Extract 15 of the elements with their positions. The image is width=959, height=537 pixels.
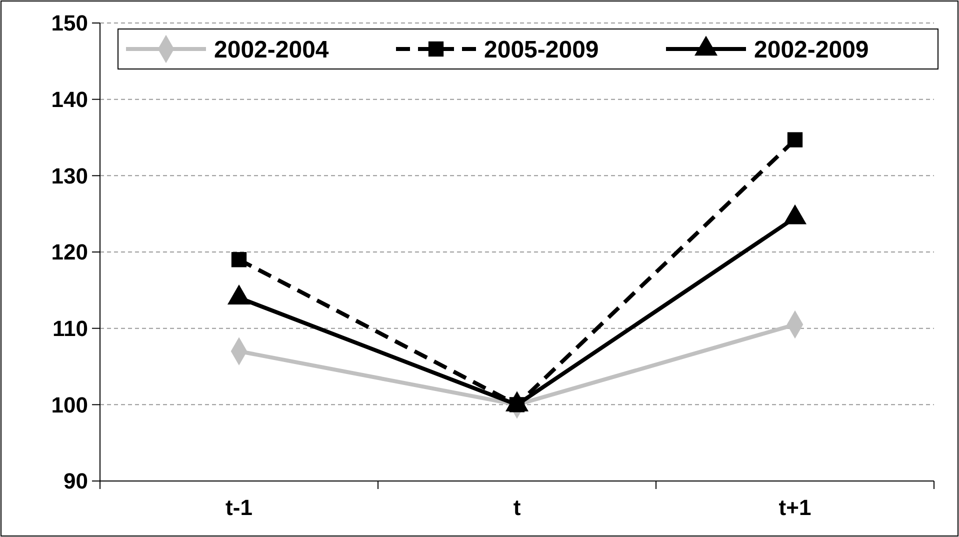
- y-tick-label: 100: [51, 392, 88, 418]
- legend-label: 2002-2004: [214, 36, 330, 64]
- x-tick-label: t-1: [226, 495, 252, 520]
- y-tick-label: 90: [64, 468, 88, 494]
- legend-label: 2005-2009: [484, 36, 599, 64]
- legend-label: 2002-2009: [754, 36, 869, 64]
- x-tick-label: t+1: [778, 495, 812, 520]
- y-tick-label: 110: [52, 316, 88, 342]
- y-tick-label: 130: [51, 163, 88, 188]
- point: [231, 252, 247, 268]
- y-tick-label: 120: [51, 240, 88, 265]
- x-tick-label: t: [513, 495, 522, 520]
- y-tick-label: 140: [51, 87, 88, 112]
- y-tick-label: 150: [51, 10, 88, 36]
- point: [787, 132, 803, 148]
